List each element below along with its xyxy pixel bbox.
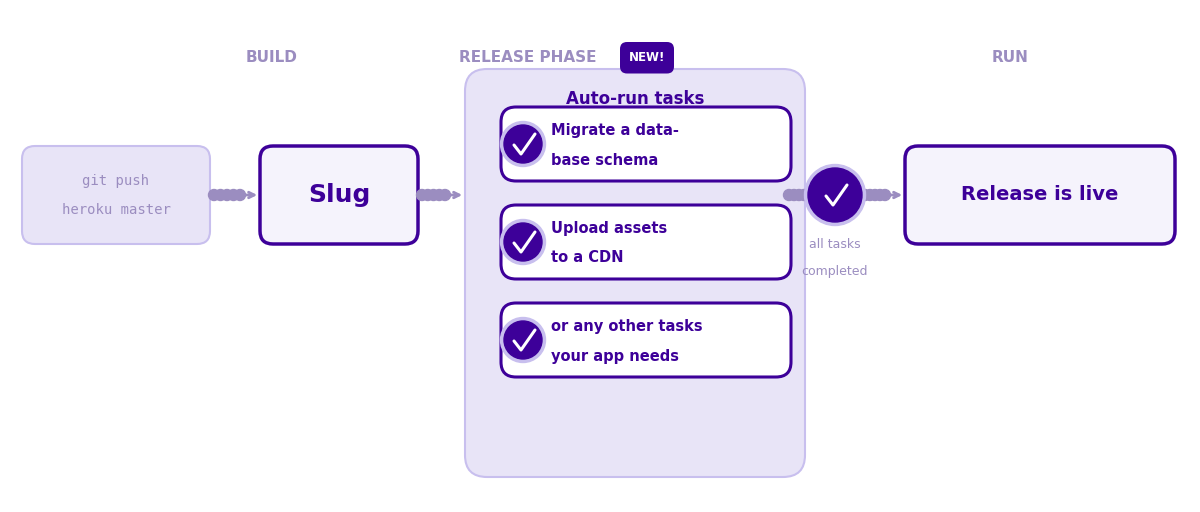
Circle shape — [228, 189, 239, 201]
Circle shape — [222, 189, 233, 201]
Text: Release is live: Release is live — [961, 185, 1118, 204]
Circle shape — [859, 189, 870, 201]
Circle shape — [416, 189, 427, 201]
Circle shape — [870, 189, 881, 201]
Circle shape — [422, 189, 433, 201]
Text: to a CDN: to a CDN — [551, 250, 624, 266]
FancyBboxPatch shape — [502, 107, 791, 181]
Circle shape — [215, 189, 226, 201]
Text: RELEASE PHASE: RELEASE PHASE — [460, 50, 596, 65]
Circle shape — [500, 121, 546, 166]
Circle shape — [500, 317, 546, 362]
Text: Auto-run tasks: Auto-run tasks — [566, 90, 704, 108]
FancyBboxPatch shape — [502, 205, 791, 279]
Circle shape — [804, 164, 865, 225]
Text: BUILD: BUILD — [246, 50, 298, 65]
FancyBboxPatch shape — [620, 42, 674, 74]
FancyBboxPatch shape — [502, 303, 791, 377]
Circle shape — [433, 189, 445, 201]
FancyBboxPatch shape — [22, 146, 210, 244]
Text: git push: git push — [83, 174, 150, 188]
Circle shape — [500, 220, 546, 265]
Circle shape — [798, 189, 810, 201]
Text: or any other tasks: or any other tasks — [551, 318, 703, 333]
Circle shape — [428, 189, 439, 201]
Circle shape — [880, 189, 890, 201]
FancyBboxPatch shape — [466, 69, 805, 477]
Text: NEW!: NEW! — [629, 51, 665, 64]
Text: base schema: base schema — [551, 153, 659, 167]
Circle shape — [439, 189, 450, 201]
Circle shape — [234, 189, 246, 201]
Circle shape — [875, 189, 886, 201]
Text: Migrate a data-: Migrate a data- — [551, 122, 679, 138]
FancyBboxPatch shape — [260, 146, 418, 244]
Circle shape — [504, 223, 542, 261]
Text: Upload assets: Upload assets — [551, 221, 667, 236]
Circle shape — [793, 189, 804, 201]
Text: RUN: RUN — [991, 50, 1028, 65]
Text: completed: completed — [802, 265, 869, 278]
Circle shape — [864, 189, 876, 201]
Circle shape — [209, 189, 220, 201]
Circle shape — [808, 168, 862, 222]
Circle shape — [504, 321, 542, 359]
Text: Slug: Slug — [308, 183, 370, 207]
Circle shape — [504, 125, 542, 163]
Text: all tasks: all tasks — [809, 239, 860, 251]
Circle shape — [784, 189, 794, 201]
Text: your app needs: your app needs — [551, 349, 679, 364]
FancyBboxPatch shape — [905, 146, 1175, 244]
Circle shape — [804, 189, 815, 201]
Circle shape — [788, 189, 799, 201]
Text: heroku master: heroku master — [61, 203, 170, 217]
